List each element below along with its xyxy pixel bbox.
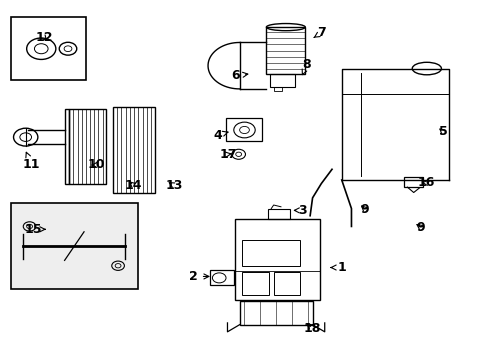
Text: 8: 8	[302, 58, 310, 75]
Bar	[266, 27, 305, 73]
Text: 4: 4	[213, 129, 227, 142]
Bar	[267, 208, 289, 219]
Text: 1: 1	[330, 261, 346, 274]
Bar	[11, 203, 137, 289]
Bar	[225, 118, 262, 141]
Text: 16: 16	[417, 176, 434, 189]
Text: 5: 5	[438, 125, 447, 138]
Text: 9: 9	[360, 203, 368, 216]
Bar	[69, 109, 106, 184]
Bar	[239, 301, 312, 325]
Bar	[403, 177, 423, 187]
Text: 7: 7	[313, 26, 325, 39]
Bar	[113, 107, 154, 193]
Bar	[242, 240, 300, 266]
Text: 3: 3	[294, 204, 306, 217]
Text: 2: 2	[189, 270, 208, 283]
Text: 10: 10	[87, 158, 105, 171]
Text: 9: 9	[415, 221, 424, 234]
Bar	[273, 272, 300, 295]
Text: 12: 12	[35, 31, 53, 44]
Text: 6: 6	[231, 69, 247, 82]
Bar	[11, 18, 86, 80]
Text: 18: 18	[303, 322, 321, 335]
Bar	[273, 87, 282, 91]
Bar	[210, 270, 233, 285]
Bar	[242, 272, 268, 295]
Bar	[64, 109, 69, 184]
Bar	[270, 73, 294, 87]
Text: 15: 15	[24, 223, 45, 236]
Text: 13: 13	[165, 179, 183, 192]
Text: 14: 14	[124, 179, 142, 192]
Text: 11: 11	[23, 152, 40, 171]
Text: 17: 17	[219, 148, 236, 161]
Bar	[234, 219, 319, 300]
